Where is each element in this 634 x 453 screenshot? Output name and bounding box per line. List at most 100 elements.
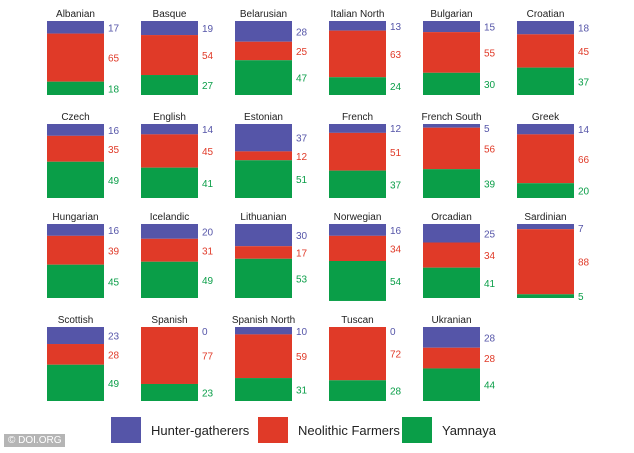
- population-panel-tuscan: Tuscan 0 72 28: [329, 315, 402, 401]
- value-label-yamnaya-english: 41: [202, 179, 214, 190]
- value-label-yamnaya-belarusian: 47: [296, 74, 308, 85]
- value-label-neolithic-farmers-icelandic: 31: [202, 246, 214, 257]
- bar-segment-yamnaya-spanish: [141, 383, 198, 401]
- population-panel-ukranian: Ukranian 28 28 44: [423, 315, 496, 401]
- bar-segment-hunter-gatherers-belarusian: [235, 21, 292, 42]
- population-label-belarusian: Belarusian: [240, 9, 287, 20]
- value-label-neolithic-farmers-scottish: 28: [108, 350, 120, 361]
- bar-segment-yamnaya-scottish: [47, 364, 104, 401]
- population-label-orcadian: Orcadian: [431, 212, 472, 223]
- value-label-yamnaya-croatian: 37: [578, 77, 590, 88]
- bar-segment-hunter-gatherers-basque: [141, 21, 198, 36]
- bar-segment-neolithic-farmers-spanish: [141, 327, 198, 384]
- bar-segment-yamnaya-sardinian: [517, 294, 574, 298]
- value-label-neolithic-farmers-albanian: 65: [108, 54, 120, 65]
- value-label-neolithic-farmers-belarusian: 25: [296, 47, 308, 58]
- value-label-neolithic-farmers-czech: 35: [108, 145, 120, 156]
- population-panel-icelandic: Icelandic 20 31 49: [141, 212, 214, 298]
- population-panel-french: French 12 51 37: [329, 112, 402, 198]
- value-label-yamnaya-spanish: 23: [202, 388, 214, 399]
- value-label-yamnaya-sardinian: 5: [578, 292, 584, 303]
- value-label-neolithic-farmers-italian-north: 63: [390, 50, 402, 61]
- bar-segment-neolithic-farmers-hungarian: [47, 235, 104, 265]
- value-label-yamnaya-scottish: 49: [108, 379, 120, 390]
- population-label-croatian: Croatian: [527, 9, 565, 20]
- bar-segment-yamnaya-belarusian: [235, 60, 292, 95]
- bar-segment-yamnaya-basque: [141, 75, 198, 95]
- population-panel-english: English 14 45 41: [141, 112, 214, 198]
- bar-segment-yamnaya-croatian: [517, 67, 574, 95]
- value-label-yamnaya-tuscan: 28: [390, 387, 402, 398]
- bar-segment-hunter-gatherers-french: [329, 124, 386, 133]
- bar-segment-yamnaya-estonian: [235, 160, 292, 198]
- value-label-yamnaya-norwegian: 54: [390, 277, 402, 288]
- bar-segment-neolithic-farmers-scottish: [47, 344, 104, 365]
- population-panel-italian-north: Italian North 13 63 24: [329, 9, 402, 95]
- value-label-neolithic-farmers-spanish-north: 59: [296, 352, 308, 363]
- value-label-yamnaya-albanian: 18: [108, 84, 120, 95]
- bar-segment-hunter-gatherers-scottish: [47, 327, 104, 345]
- bar-segment-neolithic-farmers-french: [329, 132, 386, 171]
- bar-segment-neolithic-farmers-english: [141, 134, 198, 168]
- population-label-french-south: French South: [421, 112, 481, 123]
- bar-segment-yamnaya-ukranian: [423, 368, 480, 401]
- bar-segment-yamnaya-albanian: [47, 81, 104, 95]
- value-label-neolithic-farmers-estonian: 12: [296, 152, 308, 163]
- value-label-neolithic-farmers-ukranian: 28: [484, 354, 496, 365]
- bar-segment-neolithic-farmers-orcadian: [423, 242, 480, 268]
- legend-swatch-yamnaya: [402, 417, 432, 443]
- bar-segment-hunter-gatherers-czech: [47, 124, 104, 136]
- value-label-yamnaya-icelandic: 49: [202, 276, 214, 287]
- bar-segment-hunter-gatherers-croatian: [517, 21, 574, 35]
- value-label-neolithic-farmers-basque: 54: [202, 51, 214, 62]
- bar-segment-hunter-gatherers-estonian: [235, 124, 292, 152]
- population-label-english: English: [153, 112, 186, 123]
- value-label-neolithic-farmers-bulgarian: 55: [484, 48, 496, 59]
- population-panel-greek: Greek 14 66 20: [517, 112, 590, 198]
- population-label-tuscan: Tuscan: [341, 315, 373, 326]
- population-panel-scottish: Scottish 23 28 49: [47, 315, 120, 401]
- bar-segment-yamnaya-hungarian: [47, 264, 104, 298]
- bar-segment-yamnaya-italian-north: [329, 77, 386, 95]
- bar-segment-hunter-gatherers-albanian: [47, 21, 104, 34]
- population-panel-orcadian: Orcadian 25 34 41: [423, 212, 496, 298]
- bar-segment-neolithic-farmers-czech: [47, 135, 104, 162]
- value-label-yamnaya-orcadian: 41: [484, 279, 496, 290]
- population-label-basque: Basque: [153, 9, 187, 20]
- bar-segment-yamnaya-french: [329, 170, 386, 198]
- value-label-hunter-gatherers-lithuanian: 30: [296, 231, 308, 242]
- bar-segment-neolithic-farmers-tuscan: [329, 327, 386, 381]
- value-label-hunter-gatherers-spanish: 0: [202, 327, 208, 338]
- legend-label-neolithic-farmers: Neolithic Farmers: [298, 422, 400, 438]
- bar-segment-neolithic-farmers-sardinian: [517, 229, 574, 295]
- value-label-hunter-gatherers-hungarian: 16: [108, 226, 120, 237]
- population-panel-sardinian: Sardinian 7 88 5: [517, 212, 590, 303]
- value-label-hunter-gatherers-bulgarian: 15: [484, 23, 496, 34]
- legend-swatch-neolithic-farmers: [258, 417, 288, 443]
- value-label-yamnaya-hungarian: 45: [108, 277, 120, 288]
- value-label-yamnaya-french: 37: [390, 180, 402, 191]
- value-label-neolithic-farmers-greek: 66: [578, 155, 590, 166]
- value-label-hunter-gatherers-icelandic: 20: [202, 227, 214, 238]
- population-label-norwegian: Norwegian: [334, 212, 382, 223]
- value-label-yamnaya-spanish-north: 31: [296, 386, 308, 397]
- bar-segment-neolithic-farmers-greek: [517, 134, 574, 184]
- value-label-neolithic-farmers-tuscan: 72: [390, 350, 402, 361]
- bar-segment-hunter-gatherers-orcadian: [423, 224, 480, 243]
- value-label-hunter-gatherers-french: 12: [390, 124, 402, 135]
- value-label-neolithic-farmers-french: 51: [390, 148, 402, 159]
- bar-segment-yamnaya-icelandic: [141, 261, 198, 298]
- bar-segment-yamnaya-greek: [517, 183, 574, 198]
- value-label-hunter-gatherers-scottish: 23: [108, 332, 120, 343]
- population-panel-albanian: Albanian 17 65 18: [47, 9, 120, 95]
- bar-segment-hunter-gatherers-norwegian: [329, 224, 386, 236]
- value-label-hunter-gatherers-sardinian: 7: [578, 224, 584, 235]
- bar-segment-neolithic-farmers-italian-north: [329, 30, 386, 78]
- population-panel-estonian: Estonian 37 12 51: [235, 112, 308, 198]
- population-panel-croatian: Croatian 18 45 37: [517, 9, 590, 95]
- population-label-italian-north: Italian North: [331, 9, 385, 20]
- population-panel-spanish: Spanish 0 77 23: [141, 315, 214, 401]
- value-label-hunter-gatherers-orcadian: 25: [484, 229, 496, 240]
